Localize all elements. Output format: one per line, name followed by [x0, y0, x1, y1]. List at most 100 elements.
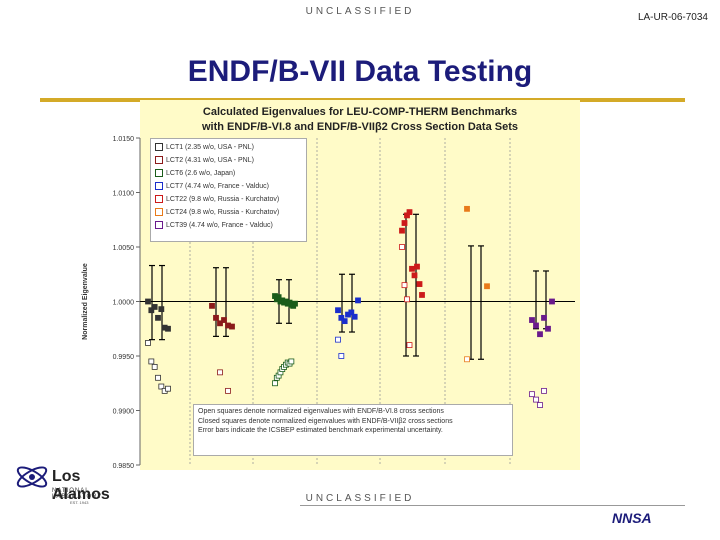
closed-point [549, 298, 555, 305]
closed-point [217, 320, 223, 327]
legend-swatch [155, 143, 163, 152]
y-tick-label: 1.0150 [113, 136, 135, 143]
los-alamos-logo: Los Alamos NATIONAL LABORATORY EST. 1943 [12, 455, 142, 515]
nnsa-logo: NNSA [612, 510, 652, 526]
closed-point [292, 300, 298, 307]
closed-point [351, 313, 358, 320]
open-point [288, 358, 295, 365]
annotation-line-open: Open squares denote normalized eigenvalu… [198, 408, 444, 415]
closed-point [401, 220, 408, 226]
closed-point [221, 317, 227, 323]
legend-item: LCT24 (9.8 w/o, Russia - Kurchatov) [155, 208, 279, 217]
logo-established: EST. 1943 [70, 500, 89, 505]
closed-point [355, 297, 361, 304]
open-point [165, 385, 171, 392]
closed-point [416, 281, 423, 287]
y-tick-label: 1.0000 [113, 300, 135, 307]
open-point [151, 363, 158, 370]
legend-label: LCT22 (9.8 w/o, Russia - Kurchatov) [166, 196, 280, 203]
annotation-line-closed: Closed squares denote normalized eigenva… [198, 417, 453, 425]
y-tick-label: 1.0050 [113, 245, 135, 252]
legend-item: LCT2 (4.31 w/o, USA - PNL) [155, 156, 254, 165]
legend-swatch [155, 208, 163, 217]
y-tick-label: 0.9850 [113, 463, 135, 470]
closed-point [419, 292, 425, 298]
closed-point [148, 307, 155, 314]
logo-name: Los Alamos [52, 468, 110, 503]
closed-point [545, 325, 551, 332]
y-axis-label: Normalized Eigenvalue [82, 263, 89, 340]
legend-item: LCT6 (2.6 w/o, Japan) [155, 169, 235, 178]
report-id: LA-UR-06-7034 [637, 12, 708, 23]
closed-point [537, 331, 543, 338]
open-point [404, 296, 410, 303]
open-point [537, 402, 543, 408]
open-point [338, 353, 345, 359]
closed-point [335, 307, 341, 314]
annotation-line-error: Error bars indicate the ICSBEP estimated… [198, 427, 443, 434]
logo-subtitle: NATIONAL LABORATORY [52, 488, 103, 500]
open-point [529, 391, 535, 398]
legend-item: LCT22 (9.8 w/o, Russia - Kurchatov) [155, 195, 279, 204]
closed-point [464, 205, 470, 212]
open-point [541, 387, 547, 394]
closed-point [533, 322, 539, 329]
open-point [272, 380, 278, 387]
closed-point [155, 314, 161, 321]
legend-label: LCT24 (9.8 w/o, Russia - Kurchatov) [166, 209, 280, 216]
open-point [145, 340, 151, 346]
closed-point [229, 323, 235, 330]
chart-legend: LCT1 (2.35 w/o, USA - PNL) LCT2 (4.31 w/o… [150, 138, 307, 242]
open-point [155, 374, 161, 381]
closed-point [209, 302, 215, 309]
legend-label: LCT1 (2.35 w/o, USA - PNL) [166, 144, 254, 151]
closed-point [213, 314, 219, 321]
chart-annotation: Open squares denote normalized eigenvalu… [193, 404, 513, 456]
legend-item: LCT7 (4.74 w/o, France - Valduc) [155, 182, 269, 191]
closed-point [411, 272, 418, 279]
closed-point [414, 263, 420, 270]
chart-title-line-2: with ENDF/B-VI.8 and ENDF/B-VIIβ2 Cross … [201, 121, 518, 133]
legend-label: LCT7 (4.74 w/o, France - Valduc) [166, 183, 269, 190]
closed-point [484, 283, 490, 290]
footer-classification: UNCLASSIFIED [305, 493, 415, 504]
closed-point [341, 318, 348, 325]
open-point [217, 369, 223, 376]
open-point [533, 396, 539, 403]
open-point [158, 383, 165, 390]
open-point [401, 282, 408, 289]
closed-point [165, 325, 171, 332]
open-point [406, 342, 413, 349]
footer-rule [300, 505, 685, 506]
closed-point [348, 309, 355, 316]
y-tick-label: 0.9900 [113, 409, 135, 416]
closed-point [399, 227, 405, 234]
legend-item: LCT1 (2.35 w/o, USA - PNL) [155, 143, 254, 152]
header-classification: UNCLASSIFIED [305, 6, 415, 17]
legend-swatch [155, 221, 163, 230]
legend-swatch [155, 182, 163, 191]
legend-swatch [155, 156, 163, 165]
legend-label: LCT39 (4.74 w/o, France - Valduc) [166, 222, 273, 229]
y-tick-label: 1.0100 [113, 191, 135, 198]
open-point [464, 356, 470, 363]
closed-point [529, 317, 535, 323]
closed-point [409, 265, 415, 272]
y-tick-label: 0.9950 [113, 354, 135, 361]
closed-point [541, 314, 547, 321]
closed-point [338, 314, 345, 321]
atom-icon [16, 466, 48, 488]
legend-swatch [155, 169, 163, 178]
closed-point [145, 298, 151, 305]
slide-title: ENDF/B-VII Data Testing [187, 55, 533, 88]
open-point [399, 244, 405, 250]
open-point [148, 358, 155, 365]
legend-item: LCT39 (4.74 w/o, France - Valduc) [155, 221, 273, 230]
closed-point [151, 304, 158, 310]
closed-point [158, 306, 165, 313]
chart-title-line-1: Calculated Eigenvalues for LEU-COMP-THER… [203, 106, 517, 118]
legend-label: LCT6 (2.6 w/o, Japan) [166, 170, 236, 177]
open-point [335, 336, 341, 343]
closed-point [406, 209, 413, 216]
legend-swatch [155, 195, 163, 204]
